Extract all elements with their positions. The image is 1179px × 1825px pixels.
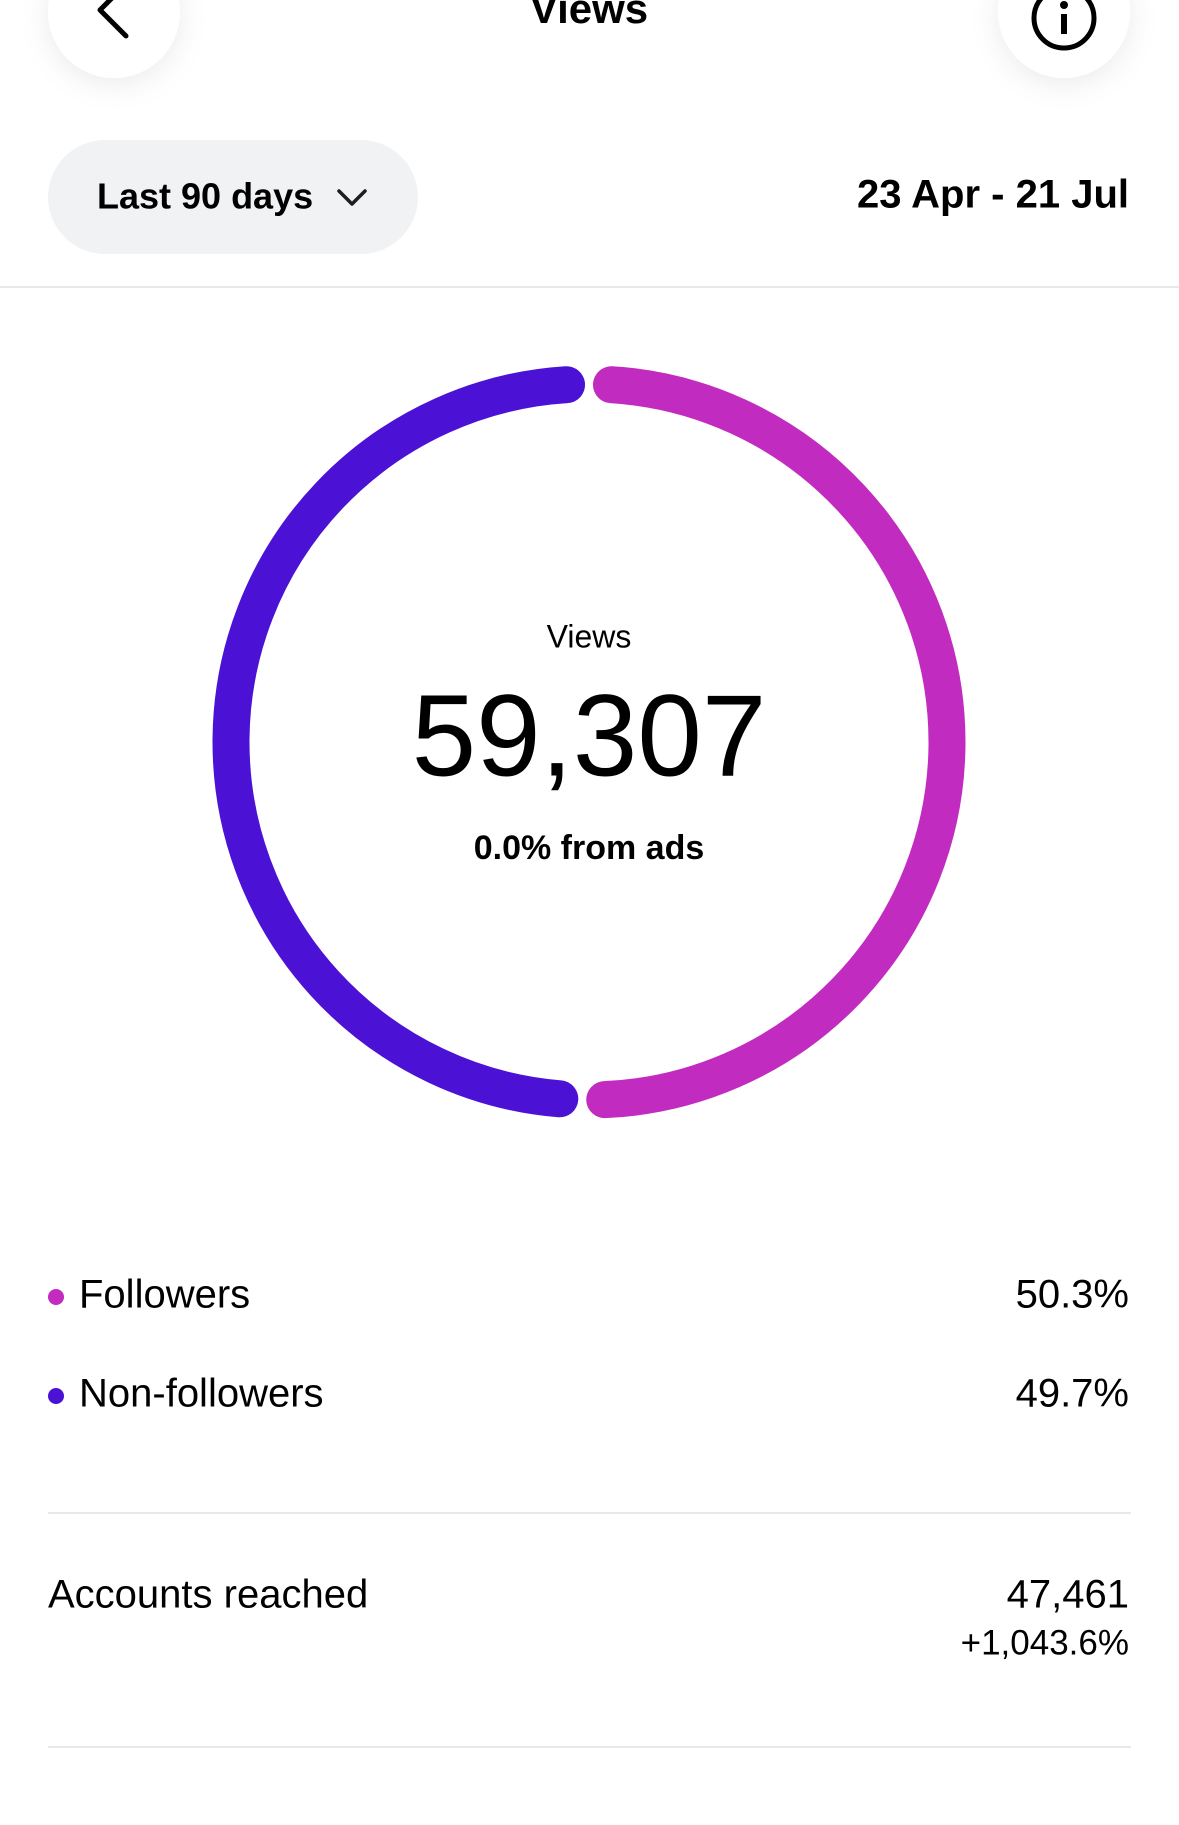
info-icon[interactable] (1031, 0, 1097, 51)
donut-chart (212, 366, 966, 1119)
legend: Followers 50.3% Non-followers 49.7% (48, 1273, 1129, 1416)
metric-change: +1,043.6% (961, 1623, 1129, 1662)
donut-segment (586, 366, 966, 1119)
donut-center-value: 59,307 (412, 671, 767, 801)
legend-label: Followers (79, 1273, 250, 1317)
donut-segment (212, 366, 586, 1118)
period-pill[interactable] (48, 140, 418, 254)
page-title: Views (530, 0, 648, 32)
back-button-bg[interactable] (48, 0, 180, 78)
info-button[interactable] (998, 0, 1130, 78)
metric-value: 47,461 (1007, 1573, 1129, 1617)
legend-dot (48, 1289, 64, 1305)
legend-value: 49.7% (1016, 1372, 1129, 1416)
legend-label: Non-followers (79, 1372, 324, 1416)
date-range: 23 Apr - 21 Jul (857, 173, 1129, 217)
donut-center-subtitle: 0.0% from ads (474, 829, 705, 867)
donut-center-title: Views (547, 618, 632, 654)
back-button[interactable] (48, 0, 180, 78)
metric-label: Accounts reached (48, 1573, 368, 1617)
back-icon[interactable] (97, 0, 129, 39)
period-label[interactable]: Last 90 days (97, 176, 313, 217)
info-button-bg[interactable] (998, 0, 1130, 78)
dropdown-chevron (337, 189, 367, 206)
legend-value: 50.3% (1016, 1273, 1129, 1317)
info-dot (1060, 1, 1068, 9)
legend-dot (48, 1388, 64, 1404)
period-dropdown[interactable]: Last 90 days (48, 140, 418, 254)
